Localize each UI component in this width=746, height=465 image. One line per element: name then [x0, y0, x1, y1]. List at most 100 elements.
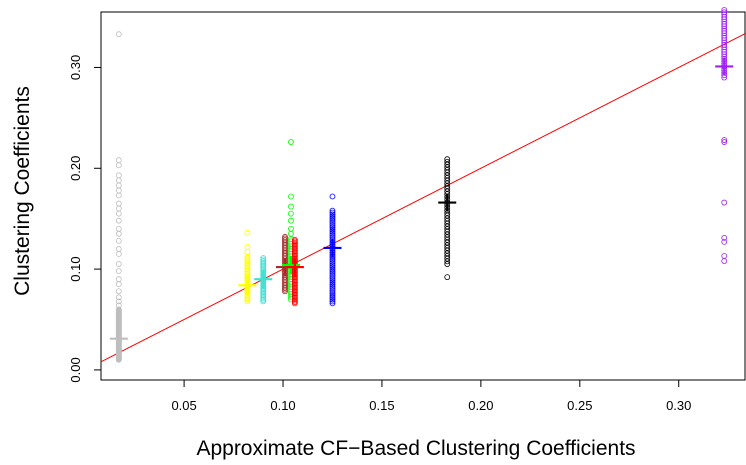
data-point	[329, 228, 336, 235]
data-point	[329, 268, 336, 275]
data-point	[288, 217, 294, 224]
data-point	[260, 264, 267, 270]
data-point	[329, 264, 336, 271]
data-point	[329, 224, 336, 231]
points-layer	[115, 7, 728, 363]
data-point	[244, 258, 251, 265]
data-point	[329, 217, 336, 223]
data-point	[721, 253, 728, 259]
data-point	[244, 298, 251, 305]
data-point	[115, 192, 122, 199]
data-point	[444, 156, 451, 163]
data-point	[260, 287, 267, 294]
y-tick-label: 0.30	[68, 55, 83, 80]
data-point	[288, 238, 294, 245]
x-tick-label: 0.05	[171, 398, 196, 413]
data-point	[329, 262, 336, 269]
data-point	[244, 266, 251, 273]
data-point	[244, 229, 251, 236]
data-point	[260, 289, 267, 296]
x-tick-label: 0.30	[666, 398, 691, 413]
data-point	[721, 7, 728, 13]
data-point	[244, 296, 251, 303]
data-point	[329, 291, 336, 297]
data-point	[329, 222, 336, 229]
data-point	[115, 237, 122, 244]
data-point	[115, 288, 122, 295]
data-point	[260, 293, 267, 300]
data-point	[260, 262, 267, 269]
data-point	[288, 139, 294, 145]
data-point	[329, 275, 336, 282]
plot-frame	[100, 11, 746, 381]
data-point	[329, 260, 336, 267]
data-point	[115, 157, 122, 164]
data-point	[329, 220, 336, 227]
data-point	[288, 230, 294, 237]
x-tick-label: 0.25	[567, 398, 592, 413]
data-point	[115, 261, 122, 267]
data-point	[260, 295, 267, 302]
data-point	[244, 264, 251, 271]
y-axis: 0.00 0.10 0.20 0.30	[68, 55, 101, 383]
data-point	[244, 261, 251, 268]
data-point	[444, 158, 451, 165]
data-point	[329, 279, 336, 286]
data-point	[329, 287, 336, 294]
data-point	[329, 285, 336, 292]
data-point	[115, 205, 122, 212]
y-tick-label: 0.10	[68, 256, 83, 281]
data-point	[260, 255, 267, 261]
data-point	[260, 258, 267, 264]
data-point	[244, 255, 251, 262]
data-point	[115, 177, 122, 184]
data-point	[329, 209, 336, 216]
data-point	[115, 306, 122, 313]
data-point	[329, 296, 336, 303]
data-point	[288, 193, 294, 200]
data-point	[329, 193, 336, 200]
data-point	[329, 283, 336, 290]
data-point	[282, 235, 288, 242]
data-point	[115, 230, 122, 237]
data-point	[282, 233, 288, 240]
data-point	[260, 256, 267, 263]
data-point	[288, 225, 294, 232]
data-point	[329, 219, 336, 225]
data-point	[115, 200, 122, 207]
data-point	[115, 182, 122, 189]
data-point	[115, 187, 122, 194]
data-point	[329, 211, 336, 218]
data-point	[329, 266, 336, 273]
y-tick-label: 0.00	[68, 357, 83, 382]
data-point	[115, 302, 122, 309]
data-point	[721, 9, 728, 16]
data-point	[244, 293, 251, 300]
data-point	[115, 251, 122, 257]
data-point	[244, 263, 251, 270]
data-point	[260, 261, 267, 267]
data-point	[291, 236, 298, 243]
data-point	[244, 267, 251, 274]
data-point	[329, 270, 336, 276]
plot-box	[100, 11, 746, 381]
data-point	[721, 258, 728, 264]
data-point	[444, 274, 451, 281]
data-point	[282, 237, 288, 243]
data-point	[260, 298, 267, 305]
data-point	[115, 31, 122, 38]
data-point	[329, 289, 336, 295]
data-point	[721, 238, 728, 245]
data-point	[329, 277, 336, 284]
data-point	[115, 298, 122, 305]
data-point	[329, 300, 336, 307]
data-point	[260, 290, 267, 297]
data-point	[721, 234, 728, 241]
data-point	[115, 217, 122, 224]
data-point	[115, 281, 122, 288]
x-axis-title: Approximate CF−Based Clustering Coeffici…	[196, 437, 635, 460]
data-point	[329, 292, 336, 299]
data-point	[329, 213, 336, 220]
data-point	[329, 273, 336, 280]
